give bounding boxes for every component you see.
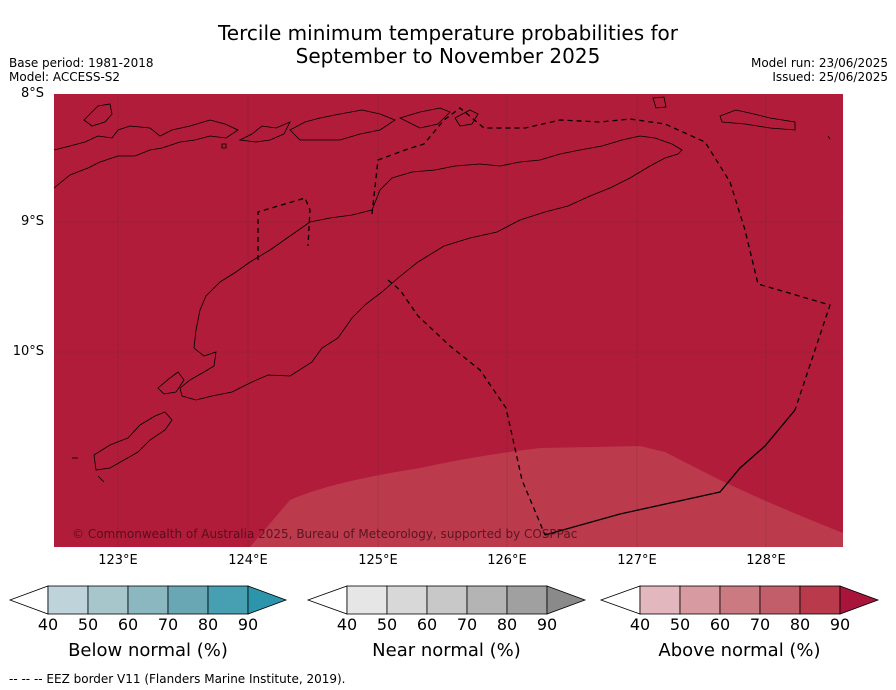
colorbar-below-tick: 40: [37, 615, 59, 634]
colorbar-near-normal: [306, 585, 587, 615]
eez-boundary-solid: [544, 409, 796, 536]
colorbar-below-normal: [8, 585, 288, 615]
colorbar-above-high-arrow: [839, 585, 880, 615]
lon-label-128e: 128°E: [746, 553, 786, 568]
colorbar-below-segment: [207, 585, 249, 615]
colorbar-below-tick: 70: [157, 615, 179, 634]
colorbar-above-segment: [799, 585, 841, 615]
colorbar-near-segment: [346, 585, 388, 615]
base-period: Base period: 1981-2018: [9, 56, 154, 70]
colorbar-near-tick: 50: [376, 615, 398, 634]
colorbar-below-segment: [127, 585, 169, 615]
eez-legend-footer: -- -- -- EEZ border V11 (Flanders Marine…: [9, 672, 346, 686]
colorbar-above-low-arrow: [599, 585, 641, 615]
lon-label-126e: 126°E: [487, 553, 527, 568]
colorbar-above-segment: [719, 585, 761, 615]
colorbar-near-label: Near normal (%): [372, 640, 521, 661]
colorbar-below-label: Below normal (%): [68, 640, 228, 661]
colorbar-below-segment: [167, 585, 209, 615]
model-run-date: Model run: 23/06/2025: [750, 56, 888, 70]
colorbar-above-normal: [599, 585, 880, 615]
colorbar-near-tick: 70: [456, 615, 478, 634]
colorbar-near-high-arrow: [546, 585, 587, 615]
eez-borders: [257, 107, 831, 536]
colorbar-near-low-arrow: [306, 585, 348, 615]
colorbar-near-tick: 60: [416, 615, 438, 634]
colorbar-above-tick: 40: [629, 615, 651, 634]
colorbar-above-label: Above normal (%): [658, 640, 821, 661]
colorbar-below-segment: [47, 585, 89, 615]
colorbar-near-tick: 90: [536, 615, 558, 634]
colorbar-near-segment: [506, 585, 548, 615]
model-name: Model: ACCESS-S2: [9, 70, 121, 84]
colorbar-below-tick: 90: [237, 615, 259, 634]
colorbar-above-tick: 80: [789, 615, 811, 634]
colorbar-below-tick: 50: [77, 615, 99, 634]
colorbar-below-tick: 60: [117, 615, 139, 634]
lon-label-125e: 125°E: [358, 553, 398, 568]
lat-label-8s: 8°S: [20, 86, 44, 101]
colorbar-above-tick: 60: [709, 615, 731, 634]
colorbar-near-tick: 40: [336, 615, 358, 634]
graticule: [54, 94, 843, 547]
map-title-line1: Tercile minimum temperature probabilitie…: [217, 21, 679, 45]
lighter-probability-region: [250, 446, 843, 547]
colorbar-near-segment: [466, 585, 508, 615]
colorbar-above-segment: [759, 585, 801, 615]
colorbar-above-tick: 90: [829, 615, 851, 634]
colorbar-below-low-arrow: [8, 585, 49, 615]
lon-label-127e: 127°E: [617, 553, 657, 568]
colorbar-near-segment: [426, 585, 468, 615]
colorbar-above-tick: 50: [669, 615, 691, 634]
colorbar-above-tick: 70: [749, 615, 771, 634]
colorbar-below-high-arrow: [247, 585, 288, 615]
lon-label-124e: 124°E: [228, 553, 268, 568]
colorbar-below-tick: 80: [197, 615, 219, 634]
colorbar-near-segment: [386, 585, 428, 615]
lat-label-10s: 10°S: [12, 344, 44, 359]
colorbar-above-segment: [679, 585, 721, 615]
lat-label-9s: 9°S: [20, 214, 44, 229]
colorbar-near-tick: 80: [496, 615, 518, 634]
lon-label-123e: 123°E: [98, 553, 138, 568]
colorbar-below-segment: [87, 585, 129, 615]
colorbar-above-segment: [639, 585, 681, 615]
copyright-notice: © Commonwealth of Australia 2025, Bureau…: [72, 527, 577, 541]
issued-date: Issued: 25/06/2025: [772, 70, 888, 84]
map-title-line2: September to November 2025: [295, 44, 601, 68]
coastlines: [53, 96, 831, 483]
